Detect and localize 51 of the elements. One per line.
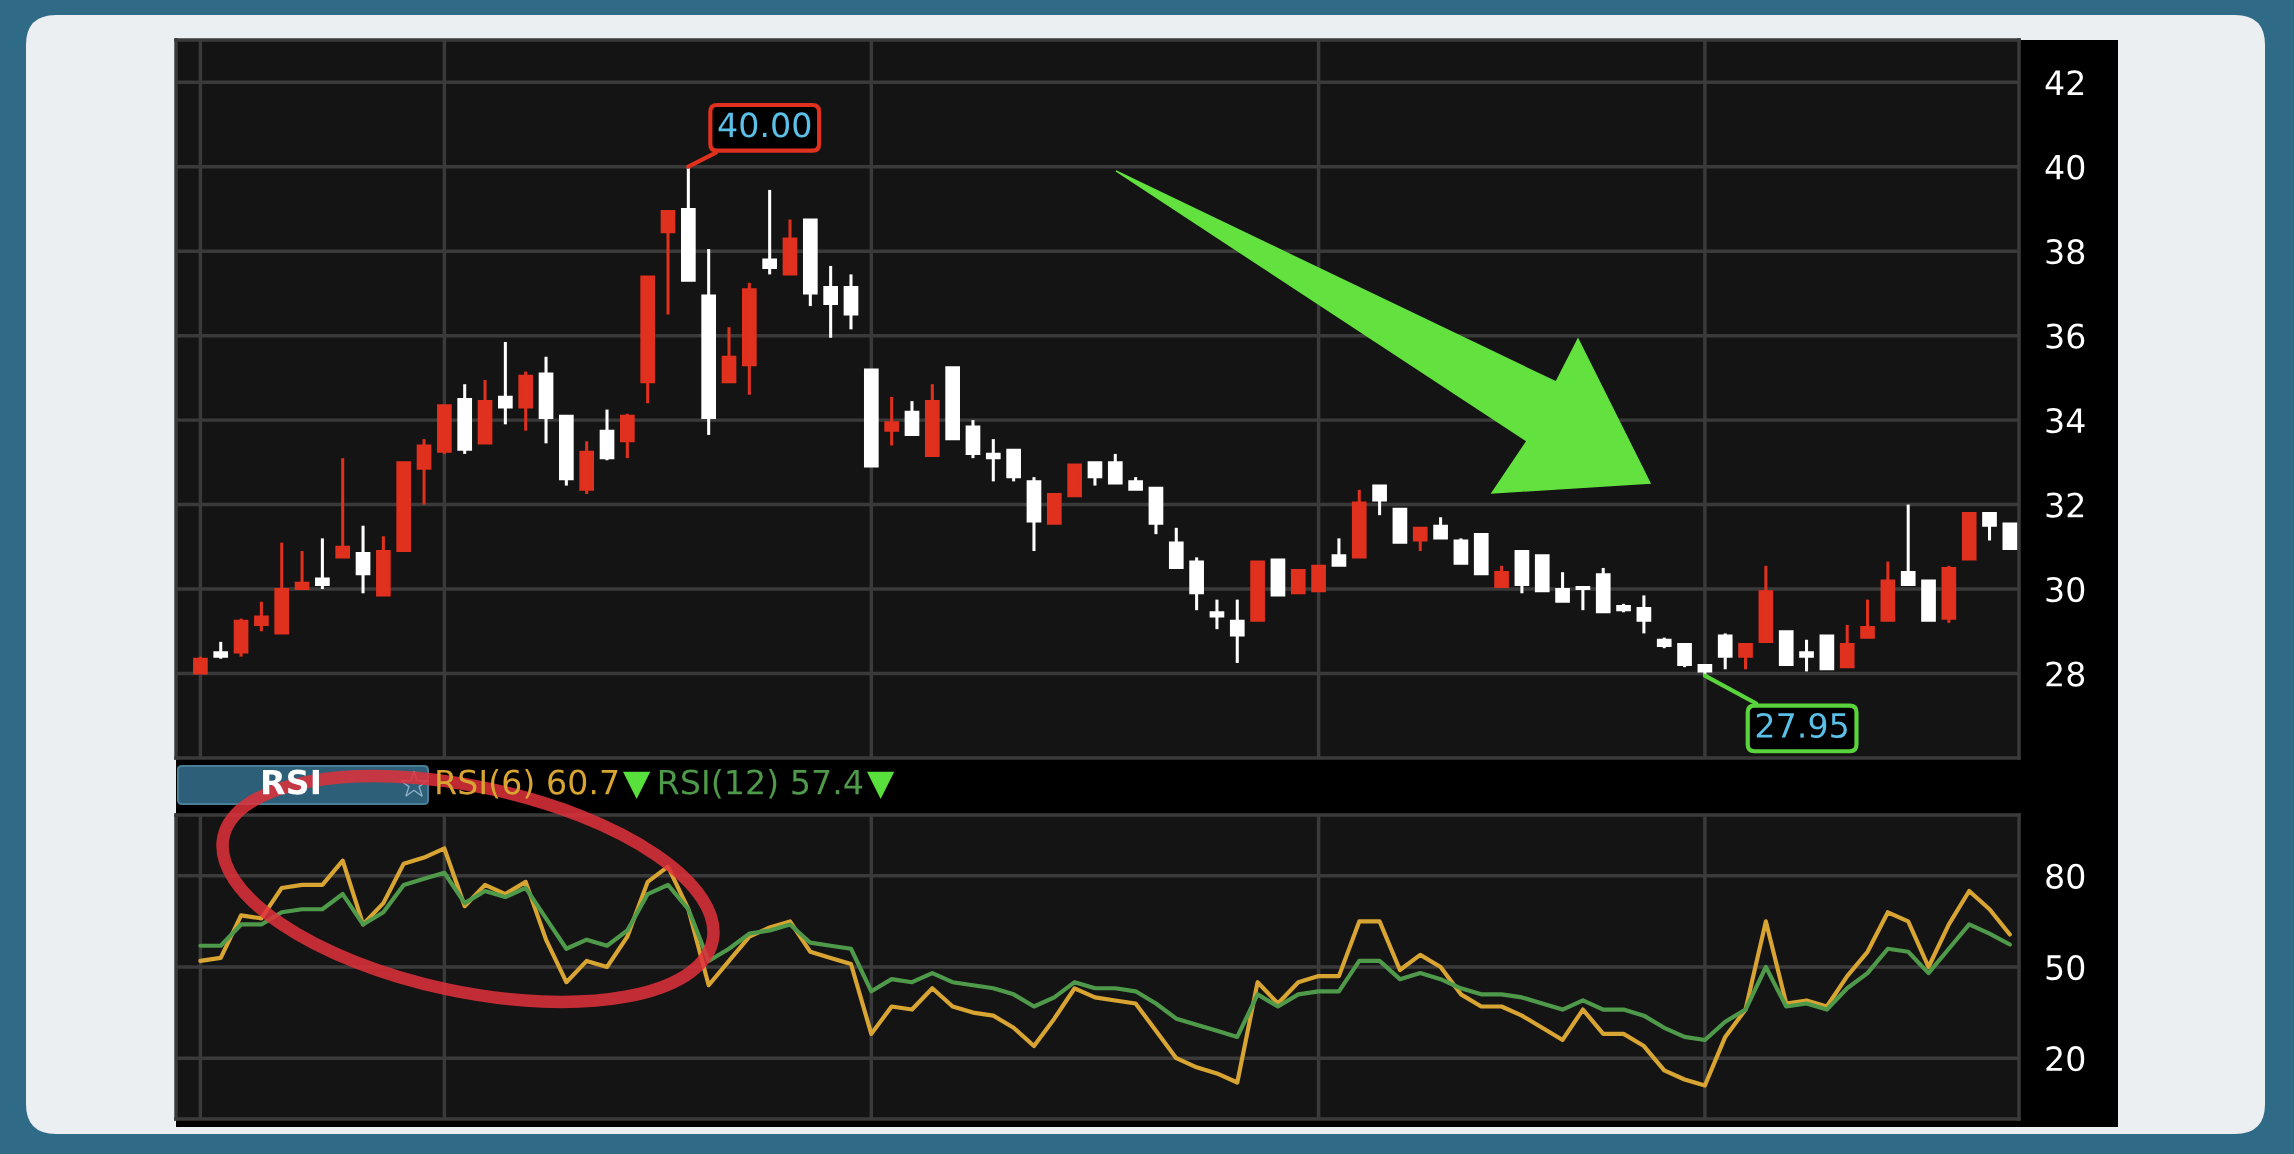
candlestick: [1677, 642, 1692, 669]
text: RSI(12) 57.4: [659, 768, 863, 799]
candlestick: [1209, 599, 1225, 631]
y-tick-label: 36: [2046, 323, 2085, 349]
y-tick-label: 80: [2046, 863, 2085, 889]
candlestick: [1453, 538, 1469, 565]
candlestick: [884, 395, 899, 446]
annotation: 27.95: [1756, 712, 1847, 739]
candlestick: [1494, 564, 1509, 588]
y-tick-label: 38: [2046, 239, 2085, 265]
candlestick: [1717, 633, 1733, 670]
line-series: [198, 870, 2012, 1043]
candlestick: [1331, 538, 1347, 567]
candlestick: [904, 401, 920, 436]
candlestick: [762, 188, 778, 275]
candlestick: [355, 525, 371, 594]
candlestick: [823, 264, 838, 338]
y-tick-label: 42: [2045, 70, 2084, 95]
candlestick: [498, 341, 513, 425]
candlestick: [315, 538, 330, 591]
y-tick-label: 30: [2046, 576, 2085, 603]
candlestick: [1229, 599, 1245, 663]
annotation: 40.00: [718, 112, 811, 138]
candlestick: [985, 439, 1001, 482]
candlestick: [1839, 623, 1855, 669]
candlestick: [335, 458, 351, 559]
candlestick: [294, 551, 310, 591]
candlestick: [1433, 517, 1448, 540]
candlestick: [1636, 595, 1652, 634]
line-series: [198, 846, 2012, 1088]
candlestick: [416, 439, 432, 505]
candlestick: [1372, 484, 1387, 517]
y-tick-label: 32: [2046, 492, 2084, 518]
y-tick-label: 40: [2045, 154, 2085, 180]
candlestick: [1412, 526, 1428, 553]
candlestick: [1738, 642, 1753, 670]
y-tick-label: 20: [2046, 1046, 2085, 1072]
candlestick: [1107, 452, 1123, 485]
candlestick: [1555, 572, 1570, 603]
candlestick: [1087, 461, 1103, 486]
candlestick: [660, 210, 676, 315]
candlestick: [1799, 639, 1814, 672]
y-tick-label: 50: [2046, 954, 2085, 981]
candlestick: [1575, 585, 1591, 612]
candlestick: [1860, 599, 1875, 639]
y-tick-label: 34: [2046, 408, 2085, 434]
candlestick: [1982, 511, 1997, 541]
candlestick: [1290, 569, 1306, 595]
y-tick-label: 28: [2046, 661, 2085, 687]
candlestick: [254, 601, 269, 632]
candlestick: [1900, 504, 1916, 586]
